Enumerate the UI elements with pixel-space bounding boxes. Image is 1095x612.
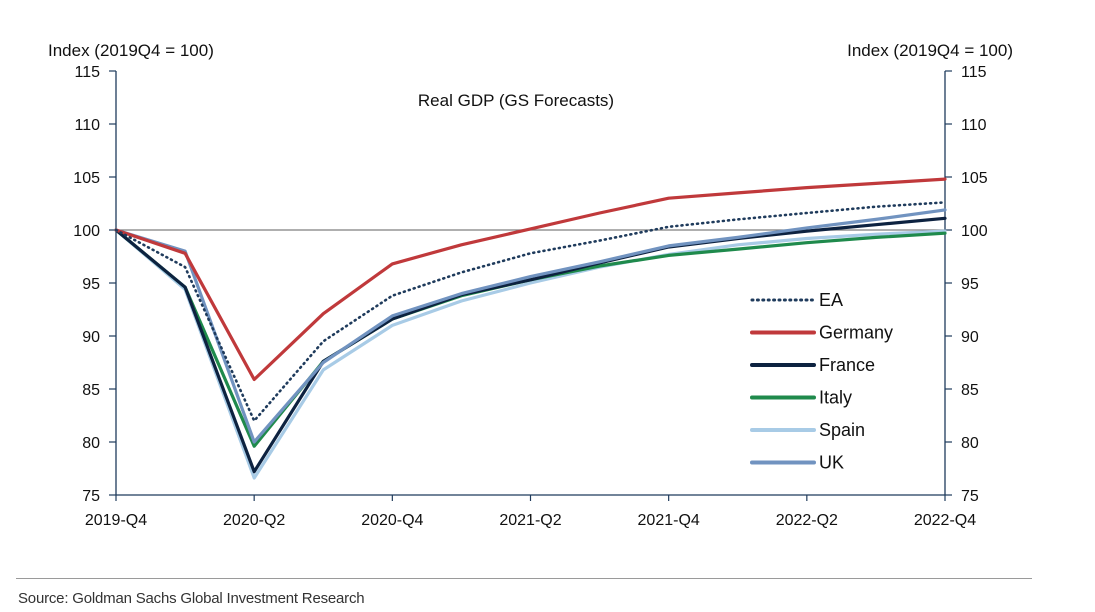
x-tick-label: 2020-Q4: [361, 512, 423, 529]
legend-label-germany: Germany: [819, 323, 893, 343]
y-tick-left-label: 115: [74, 64, 100, 81]
series-lines: [114, 177, 947, 480]
legend-label-spain: Spain: [819, 420, 865, 440]
y-tick-left-label: 90: [82, 329, 100, 346]
legend-label-france: France: [819, 355, 875, 375]
legend-label-italy: Italy: [819, 388, 852, 408]
y-tick-left-label: 80: [82, 435, 100, 452]
series-line-ea: [114, 201, 947, 423]
y-tick-left-label: 105: [73, 170, 100, 187]
right-axis-title: Index (2019Q4 = 100): [847, 41, 1013, 60]
x-tick-label: 2020-Q2: [223, 512, 285, 529]
y-tick-right-label: 110: [961, 117, 987, 134]
y-tick-right-label: 75: [961, 488, 979, 505]
legend-label-ea: EA: [819, 290, 843, 310]
series-line-france: [114, 216, 947, 474]
left-axis-title: Index (2019Q4 = 100): [48, 41, 214, 60]
y-tick-right-label: 90: [961, 329, 979, 346]
y-axis-left: 75 80 85 90 95 100 105 110 115: [73, 64, 116, 505]
y-tick-right-label: 100: [961, 223, 988, 240]
y-tick-left-label: 95: [82, 276, 100, 293]
y-tick-left-label: 110: [74, 117, 100, 134]
y-axis-right: 75 80 85 90 95 100 105 110 115: [945, 64, 988, 505]
line-chart: Index (2019Q4 = 100) Index (2019Q4 = 100…: [48, 41, 1013, 529]
x-tick-label: 2022-Q2: [776, 512, 838, 529]
x-tick-label: 2019-Q4: [85, 512, 147, 529]
series-line-germany: [114, 177, 947, 382]
legend-label-uk: UK: [819, 453, 844, 473]
x-tick-label: 2021-Q2: [499, 512, 561, 529]
source-divider: [16, 578, 1032, 579]
y-tick-left-label: 75: [82, 488, 100, 505]
chart-title: Real GDP (GS Forecasts): [418, 91, 614, 110]
x-tick-label: 2021-Q4: [638, 512, 700, 529]
y-tick-left-label: 100: [73, 223, 100, 240]
x-axis: 2019-Q4 2020-Q2 2020-Q4 2021-Q2 2021-Q4 2022-…: [85, 495, 976, 529]
y-tick-right-label: 80: [961, 435, 979, 452]
legend: EA Germany France Italy Spain UK: [750, 290, 893, 473]
series-line-uk: [114, 208, 947, 444]
series-line-spain: [114, 228, 947, 480]
y-tick-right-label: 85: [961, 382, 979, 399]
x-tick-label: 2022-Q4: [914, 512, 976, 529]
y-tick-left-label: 85: [82, 382, 100, 399]
y-tick-right-label: 105: [961, 170, 988, 187]
y-tick-right-label: 95: [961, 276, 979, 293]
source-note: Source: Goldman Sachs Global Investment …: [18, 590, 365, 607]
y-tick-right-label: 115: [961, 64, 987, 81]
